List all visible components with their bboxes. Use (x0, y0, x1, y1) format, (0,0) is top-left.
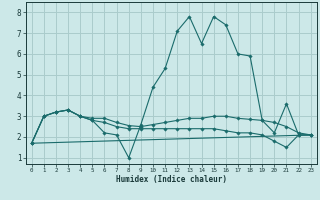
X-axis label: Humidex (Indice chaleur): Humidex (Indice chaleur) (116, 175, 227, 184)
